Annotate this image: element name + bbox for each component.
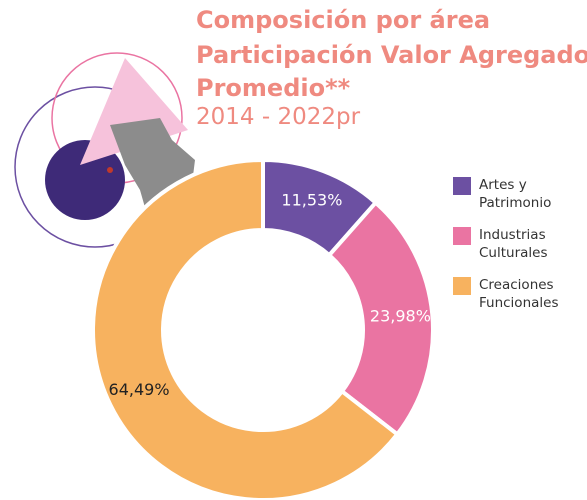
legend-item: Creaciones Funcionales bbox=[453, 276, 579, 312]
legend-swatch bbox=[453, 277, 471, 295]
legend-label: Industrias Culturales bbox=[479, 227, 548, 261]
donut-slice bbox=[326, 199, 435, 438]
title: Composición por área bbox=[196, 6, 491, 34]
legend-swatch bbox=[453, 227, 471, 245]
title: Participación Valor Agregado bbox=[196, 41, 587, 69]
title: Promedio** bbox=[196, 74, 351, 102]
legend-label: Creaciones Funcionales bbox=[479, 277, 559, 311]
value-label: 64,49% bbox=[109, 380, 170, 399]
donut-slice bbox=[91, 157, 401, 500]
subtitle: 2014 - 2022pr bbox=[196, 104, 361, 130]
legend-item: Artes y Patrimonio bbox=[453, 176, 579, 212]
value-label: 11,53% bbox=[281, 190, 342, 209]
decor-disc bbox=[45, 140, 125, 220]
decor-dot bbox=[107, 167, 113, 173]
legend-label: Artes y Patrimonio bbox=[479, 177, 552, 211]
value-label: 23,98% bbox=[370, 307, 431, 326]
legend-swatch bbox=[453, 177, 471, 195]
legend-item: Industrias Culturales bbox=[453, 226, 579, 262]
